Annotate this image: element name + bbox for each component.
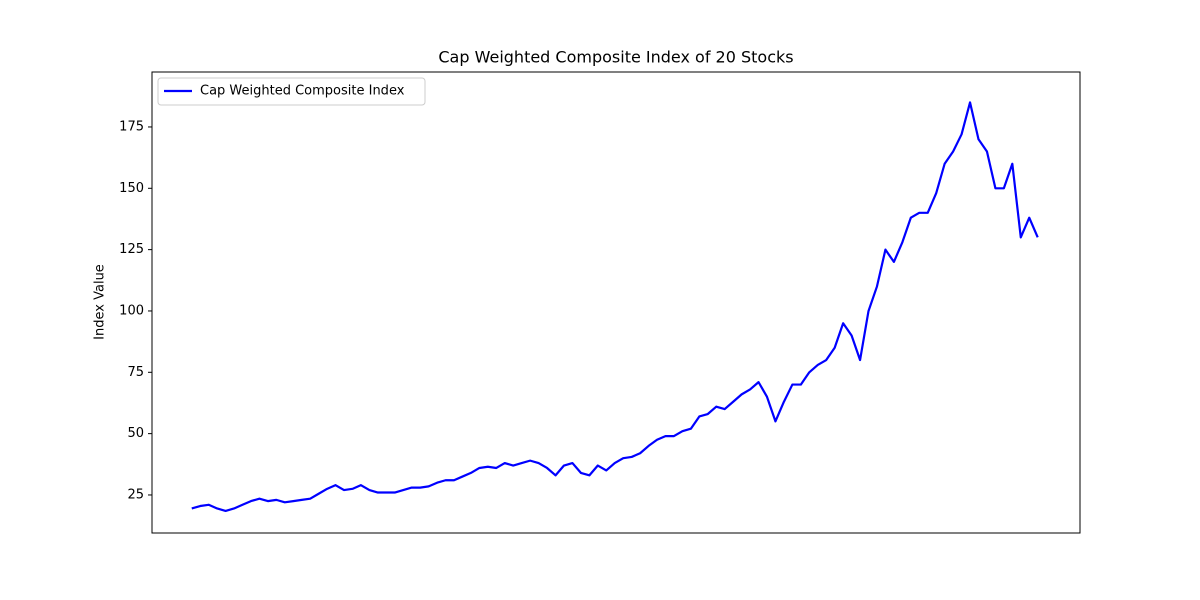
- y-tick-label: 100: [119, 303, 144, 318]
- y-tick-label: 150: [119, 181, 144, 196]
- y-tick-label: 125: [119, 242, 144, 257]
- plot-frame: [151, 71, 1081, 534]
- chart-title: Cap Weighted Composite Index of 20 Stock…: [438, 48, 793, 67]
- data-line: [191, 101, 1039, 513]
- legend-box: [157, 77, 426, 106]
- legend-label: Cap Weighted Composite Index: [200, 84, 405, 99]
- y-tick-label: 25: [127, 487, 144, 502]
- y-tick-label: 75: [127, 365, 144, 380]
- y-tick-label: 175: [119, 119, 144, 134]
- y-axis-label: Index Value: [93, 264, 108, 340]
- y-tick-label: 50: [127, 426, 144, 441]
